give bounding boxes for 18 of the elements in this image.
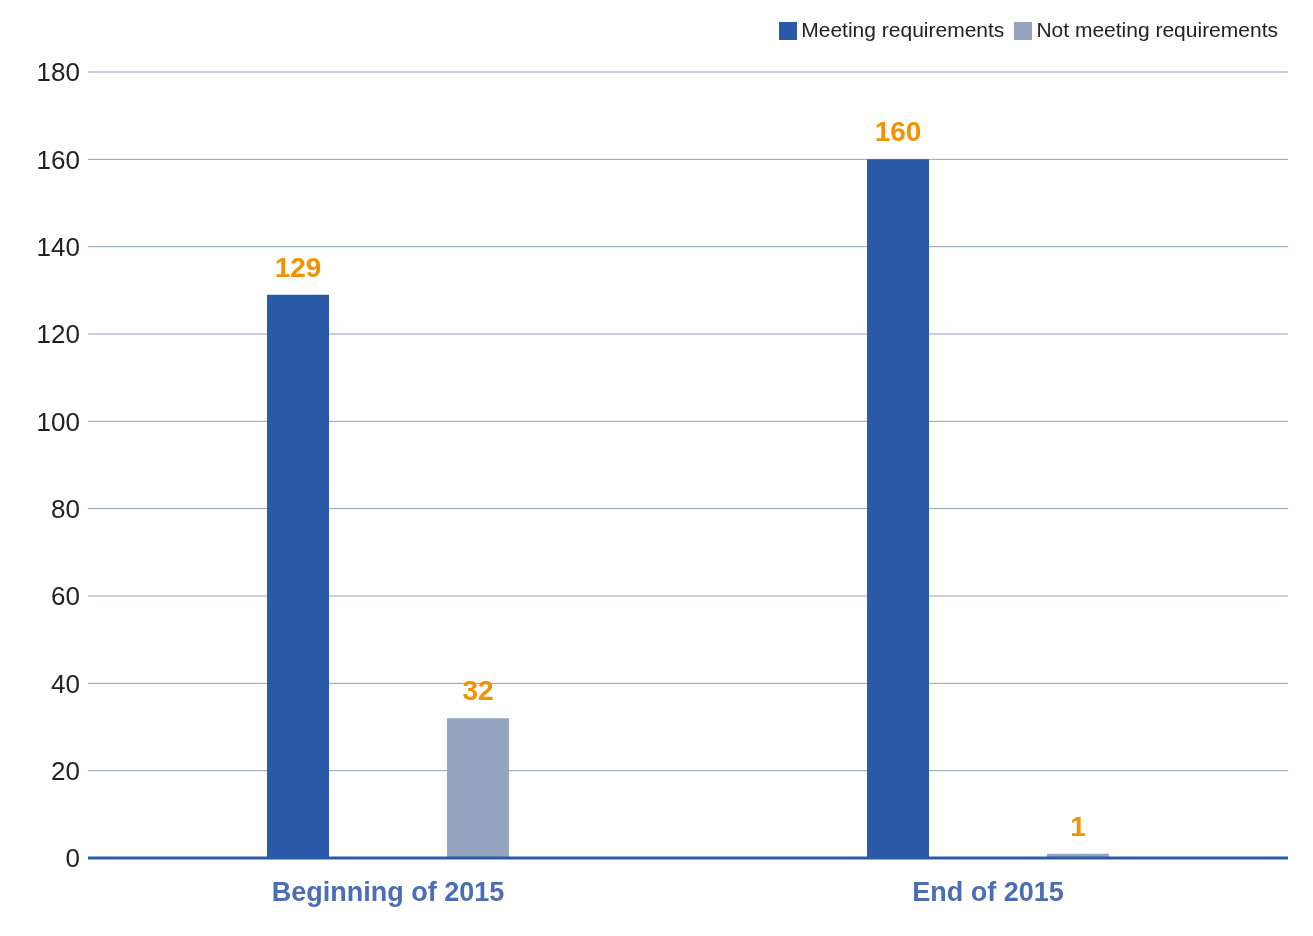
data-label: 160	[874, 116, 922, 148]
y-tick-label: 140	[36, 231, 80, 262]
legend-label: Not meeting requirements	[1036, 18, 1278, 41]
x-tick-label: End of 2015	[912, 877, 1064, 908]
y-tick-label: 80	[51, 493, 80, 524]
y-tick-label: 100	[36, 406, 80, 437]
y-tick-label: 40	[51, 668, 80, 699]
y-tick-label: 60	[51, 581, 80, 612]
data-label: 1	[1070, 810, 1086, 842]
data-label: 129	[274, 251, 322, 283]
x-tick-label: Beginning of 2015	[271, 877, 505, 908]
legend-label: Meeting requirements	[801, 18, 1005, 41]
y-tick-label: 0	[65, 843, 80, 874]
y-tick-label: 160	[36, 144, 80, 175]
y-tick-label: 20	[51, 755, 80, 786]
data-label: 32	[462, 675, 494, 707]
y-tick-label: 180	[36, 57, 80, 88]
y-tick-label: 120	[36, 319, 80, 350]
